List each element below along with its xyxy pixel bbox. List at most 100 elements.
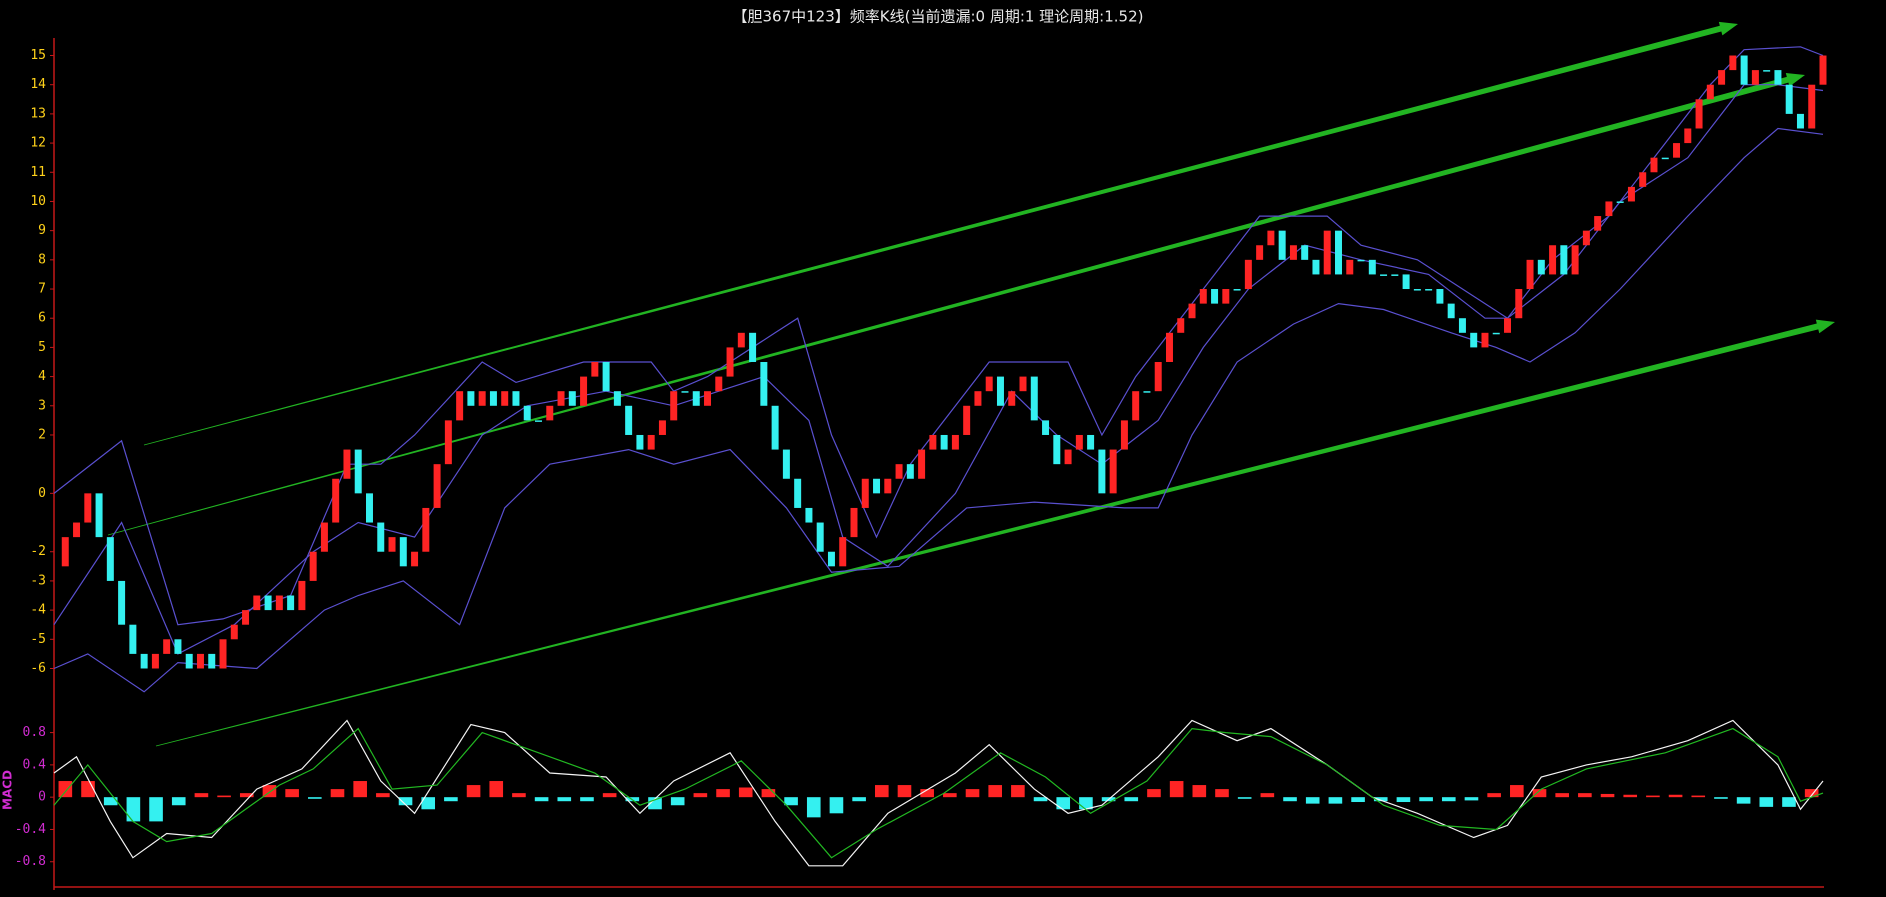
candle-up xyxy=(963,405,971,435)
macd-bar xyxy=(1464,797,1479,801)
candle-up xyxy=(1267,230,1275,246)
candle-up xyxy=(61,537,69,567)
macd-bar xyxy=(1600,793,1615,798)
candle-up xyxy=(1695,99,1703,129)
macd-bar xyxy=(126,797,141,822)
candle-down xyxy=(1616,201,1624,203)
macd-bar xyxy=(580,797,594,802)
candle-up xyxy=(1627,186,1635,202)
y-tick-label: 2 xyxy=(38,427,46,442)
candle-up xyxy=(647,434,655,450)
candle-down xyxy=(873,478,881,494)
y-tick-label: 7 xyxy=(38,282,46,297)
candle-down xyxy=(512,391,520,406)
candle-up xyxy=(84,493,92,523)
y-tick-label: -0.8 xyxy=(15,854,46,869)
macd-bar xyxy=(1351,797,1365,803)
candle-down xyxy=(805,507,813,523)
candle-up xyxy=(1165,332,1173,362)
candle-down xyxy=(568,391,576,406)
candle-up xyxy=(861,478,869,508)
candle-down xyxy=(996,376,1004,406)
chart-title: 【胆367中123】频率K线(当前遗漏:0 周期:1 理论周期:1.52) xyxy=(733,8,1144,26)
y-tick-label: 0 xyxy=(38,790,46,805)
line xyxy=(53,127,1824,693)
y-tick-label: 12 xyxy=(30,136,46,151)
y-tick-label: 9 xyxy=(38,223,46,238)
macd-bar xyxy=(1555,793,1569,798)
candle-up xyxy=(1132,391,1140,421)
macd-bar xyxy=(1169,781,1184,798)
candle-down xyxy=(692,391,700,406)
macd-label: MACD xyxy=(1,770,15,810)
macd-bar xyxy=(1056,797,1071,810)
candle-up xyxy=(1673,143,1681,158)
macd-bar xyxy=(194,793,209,798)
candle-up xyxy=(230,624,238,640)
candle-down xyxy=(535,420,542,422)
macd-bar xyxy=(761,789,776,798)
candle-up xyxy=(1718,70,1726,85)
candle-down xyxy=(1436,289,1444,304)
candle-up xyxy=(163,639,171,654)
candle-down xyxy=(1211,289,1219,304)
candle-up xyxy=(1154,362,1162,392)
candle-down xyxy=(1042,420,1050,435)
candle-up xyxy=(1504,318,1512,333)
macd-bar xyxy=(58,781,73,798)
candle-up xyxy=(1008,391,1016,406)
candle-down xyxy=(816,522,824,552)
trend-arrow xyxy=(155,319,1835,747)
candle-up xyxy=(895,464,903,479)
candle-down xyxy=(1233,289,1241,291)
candle-up xyxy=(929,434,937,450)
candle-down xyxy=(1785,84,1793,114)
candle-up xyxy=(1244,259,1252,290)
candle-down xyxy=(782,449,790,479)
candle-down xyxy=(681,391,689,393)
macd-bar xyxy=(829,797,844,814)
macd-bar xyxy=(738,787,753,798)
candle-up xyxy=(298,580,306,611)
macd-bar xyxy=(1124,797,1139,802)
macd-bar xyxy=(1646,795,1660,798)
y-tick-label: 0 xyxy=(38,486,46,501)
candle-up xyxy=(1639,172,1647,187)
candle-down xyxy=(287,595,295,611)
y-tick-label: -0.4 xyxy=(15,822,46,837)
macd-bar xyxy=(670,797,685,806)
macd-bar xyxy=(965,789,980,798)
candle-up xyxy=(433,464,441,508)
macd-bar xyxy=(1623,794,1638,798)
candle-up xyxy=(456,391,464,421)
y-tick-label: 10 xyxy=(30,194,46,209)
macd-bar xyxy=(421,797,436,810)
candle-up xyxy=(1346,259,1354,275)
candle-up xyxy=(1064,449,1072,465)
candle-up xyxy=(320,522,328,552)
candle-down xyxy=(1098,449,1106,494)
macd-bar xyxy=(1532,789,1547,798)
macd-bar xyxy=(1441,797,1456,802)
line xyxy=(53,46,1824,626)
macd-bar xyxy=(1782,797,1796,807)
macd-bar xyxy=(693,793,708,798)
candle-down xyxy=(1560,245,1568,275)
candle-down xyxy=(1740,55,1748,85)
candle-down xyxy=(365,493,373,523)
y-tick-label: -3 xyxy=(30,573,46,588)
candle-up xyxy=(1199,289,1207,304)
macd-bar xyxy=(1419,797,1433,802)
candle-down xyxy=(636,434,644,450)
candle-down xyxy=(185,653,193,669)
trend-arrows xyxy=(107,21,1835,747)
macd-bar xyxy=(308,797,322,799)
candle-down xyxy=(106,537,114,581)
candle-up xyxy=(309,551,317,581)
candle-up xyxy=(73,522,81,538)
line xyxy=(53,727,1824,859)
line xyxy=(53,719,1824,867)
candle-up xyxy=(332,478,340,523)
candle-down xyxy=(827,551,835,567)
candle-down xyxy=(399,537,407,567)
